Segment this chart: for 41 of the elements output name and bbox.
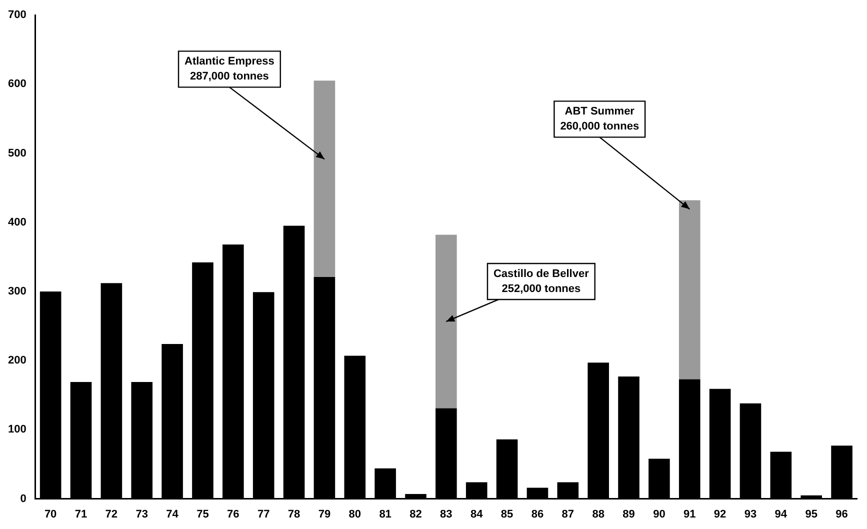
- x-tick-label: 86: [531, 508, 544, 520]
- y-tick-label: 500: [8, 147, 26, 160]
- x-tick-label: 76: [227, 508, 240, 520]
- x-tick-label: 91: [684, 508, 696, 520]
- x-tick-label: 96: [836, 508, 848, 520]
- x-tick-label: 74: [166, 508, 180, 520]
- x-tick-label: 83: [440, 508, 452, 520]
- y-tick-label: 0: [20, 492, 26, 505]
- x-tick-label: 84: [470, 508, 484, 520]
- x-tick-label: 89: [622, 508, 635, 520]
- y-tick-label: 600: [8, 78, 26, 90]
- x-tick-label: 73: [136, 508, 148, 520]
- x-tick-label: 81: [379, 508, 392, 520]
- x-tick-label: 78: [288, 508, 300, 520]
- x-tick-label: 95: [805, 508, 818, 520]
- bar: [678, 200, 700, 380]
- x-tick-label: 71: [74, 508, 88, 520]
- x-tick-label: 70: [44, 508, 57, 520]
- x-tick-label: 94: [774, 508, 788, 520]
- annotation: Atlantic Empress 287,000 tonnes: [184, 56, 274, 83]
- x-tick-label: 82: [410, 508, 422, 520]
- x-tick-label: 92: [714, 508, 726, 520]
- y-tick-label: 300: [8, 285, 26, 298]
- y-tick-label: 200: [8, 354, 26, 367]
- y-tick-label: 100: [8, 424, 26, 436]
- x-tick-label: 88: [592, 508, 604, 520]
- x-tick-label: 90: [653, 508, 666, 520]
- y-tick-label: 700: [8, 9, 26, 22]
- annotation: Castillo de Bellver 252,000 tonnes: [493, 268, 590, 296]
- x-tick-label: 93: [744, 508, 757, 520]
- y-tick-label: 400: [8, 216, 26, 228]
- annotation: ABT Summer 260,000 tonnes: [560, 106, 640, 133]
- x-tick-label: 75: [196, 508, 209, 520]
- bar: [314, 80, 336, 277]
- bar: [436, 234, 457, 408]
- x-tick-label: 80: [348, 508, 362, 520]
- x-tick-label: 87: [562, 508, 574, 520]
- x-tick-label: 77: [257, 508, 270, 520]
- x-tick-label: 72: [105, 508, 118, 520]
- x-tick-label: 79: [318, 508, 331, 520]
- x-tick-label: 85: [500, 508, 514, 520]
